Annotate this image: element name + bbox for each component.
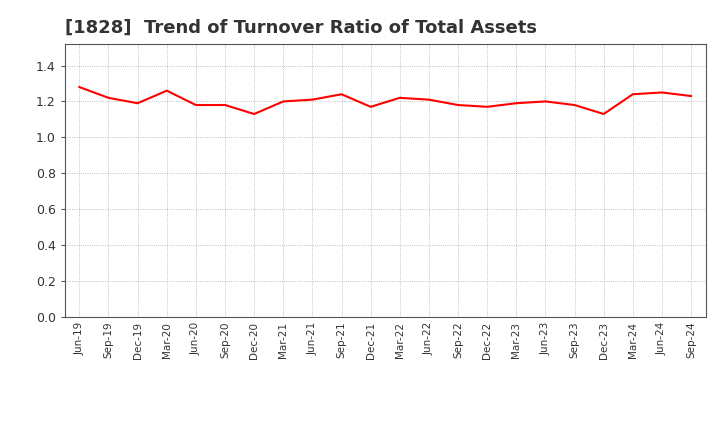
Text: [1828]  Trend of Turnover Ratio of Total Assets: [1828] Trend of Turnover Ratio of Total … bbox=[65, 19, 537, 37]
